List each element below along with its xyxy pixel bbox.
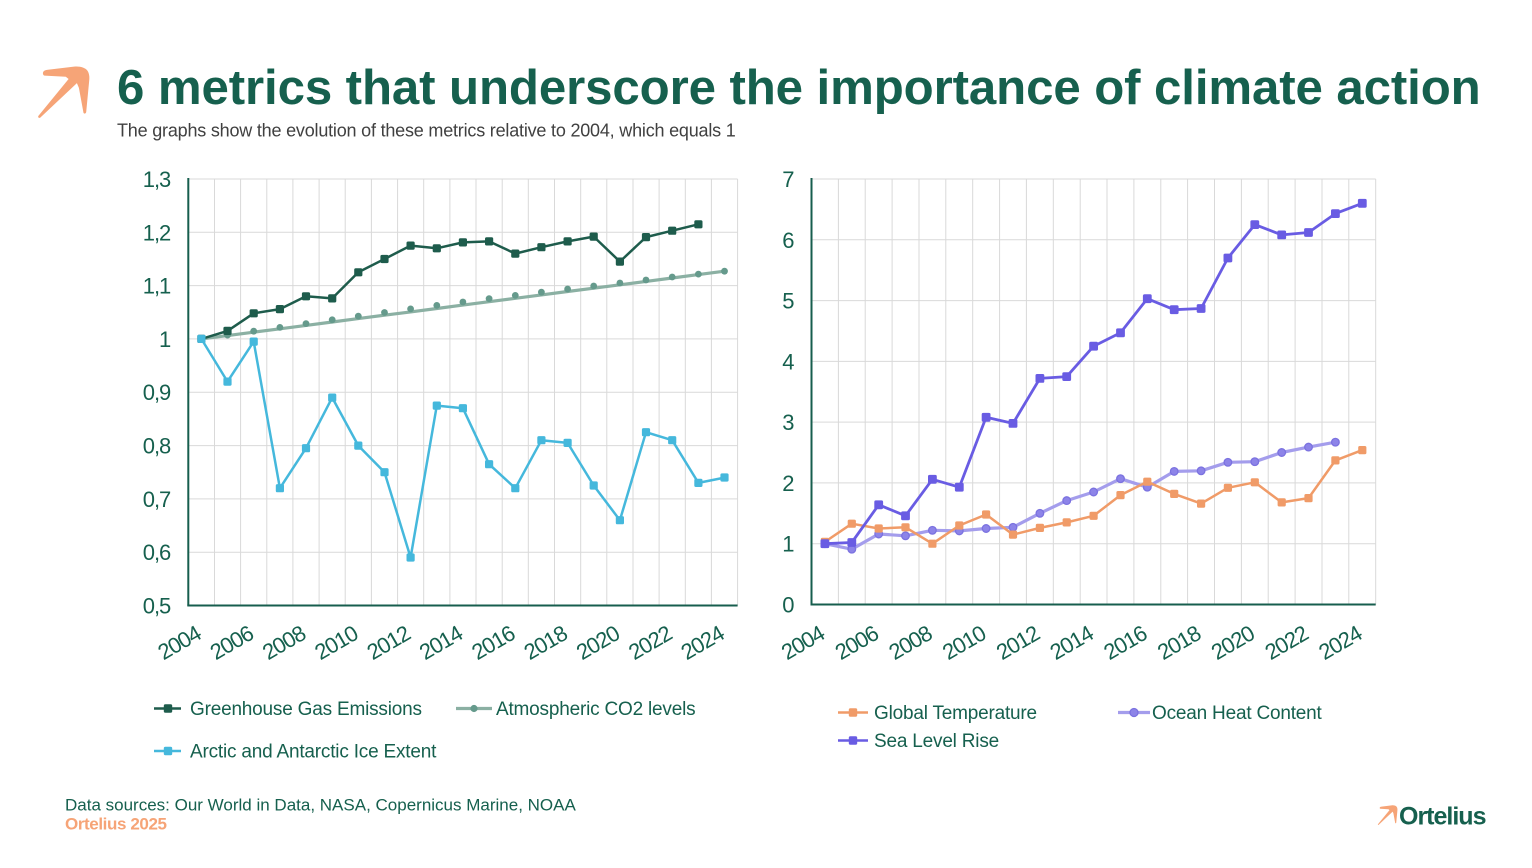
svg-text:Atmospheric CO2 levels: Atmospheric CO2 levels bbox=[496, 699, 695, 720]
svg-text:1,2: 1,2 bbox=[143, 220, 171, 245]
svg-text:7: 7 bbox=[782, 167, 794, 192]
svg-text:6: 6 bbox=[782, 228, 794, 253]
svg-text:0,6: 0,6 bbox=[143, 540, 171, 565]
svg-text:1: 1 bbox=[159, 327, 171, 352]
svg-text:Global Temperature: Global Temperature bbox=[874, 703, 1037, 724]
svg-text:0,7: 0,7 bbox=[143, 487, 171, 512]
svg-text:1,1: 1,1 bbox=[143, 274, 171, 299]
svg-text:Ocean Heat Content: Ocean Heat Content bbox=[1152, 703, 1323, 724]
svg-text:0,5: 0,5 bbox=[143, 594, 171, 619]
svg-text:Data sources: Our World in Dat: Data sources: Our World in Data, NASA, C… bbox=[65, 796, 576, 815]
svg-text:Ortelius 2025: Ortelius 2025 bbox=[65, 815, 167, 834]
svg-text:1,3: 1,3 bbox=[143, 167, 171, 192]
svg-text:Greenhouse Gas Emissions: Greenhouse Gas Emissions bbox=[190, 699, 422, 720]
svg-text:6 metrics that underscore the: 6 metrics that underscore the importance… bbox=[117, 60, 1481, 115]
svg-text:The graphs show the evolution: The graphs show the evolution of these m… bbox=[117, 121, 736, 141]
svg-text:4: 4 bbox=[782, 349, 794, 374]
svg-text:Sea Level Rise: Sea Level Rise bbox=[874, 731, 999, 752]
svg-text:Arctic and Antarctic Ice Exten: Arctic and Antarctic Ice Extent bbox=[190, 742, 437, 763]
svg-text:5: 5 bbox=[782, 289, 794, 314]
svg-text:1: 1 bbox=[782, 532, 794, 557]
svg-text:Ortelius: Ortelius bbox=[1399, 803, 1486, 831]
svg-text:0,9: 0,9 bbox=[143, 380, 171, 405]
svg-text:3: 3 bbox=[782, 410, 794, 435]
svg-text:0: 0 bbox=[782, 593, 794, 618]
svg-text:2: 2 bbox=[782, 471, 794, 496]
svg-text:0,8: 0,8 bbox=[143, 434, 171, 459]
